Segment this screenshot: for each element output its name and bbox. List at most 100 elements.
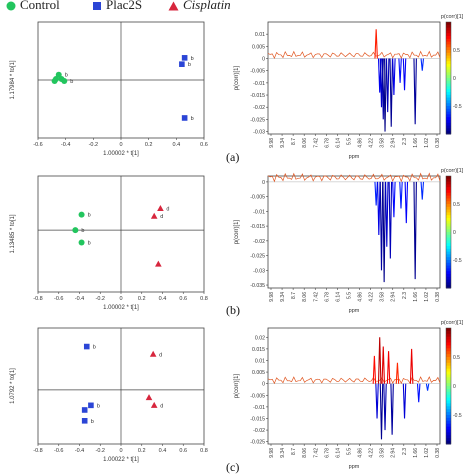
x-tick-label: 4.86	[358, 292, 364, 302]
x-tick-label: 4.22	[369, 448, 375, 458]
colorbar-segment	[446, 251, 451, 255]
y-tick-label: -0.01	[253, 81, 265, 87]
point-cisplatin	[157, 204, 164, 211]
colorbar-segment	[446, 223, 451, 227]
x-tick-label: -0.2	[96, 296, 105, 302]
colorbar-segment	[446, 178, 451, 183]
point-label: d	[160, 214, 163, 220]
colorbar-segment	[446, 44, 451, 48]
y-axis-label: p(corr)[1]	[234, 374, 240, 399]
colorbar-segment	[446, 394, 451, 399]
colorbar-segment	[446, 371, 451, 375]
colorbar-segment	[446, 100, 451, 104]
colorbar-segment	[446, 72, 451, 76]
triangle-marker-icon	[168, 1, 179, 11]
colorbar-segment	[446, 423, 451, 428]
colorbar-segment	[446, 83, 451, 87]
x-tick-label: 4.22	[369, 292, 375, 302]
x-tick-label: 0.2	[138, 296, 146, 302]
x-tick-label: 9.98	[269, 448, 275, 458]
spectrum-peak	[374, 29, 378, 59]
x-tick-label: 6.14	[335, 448, 341, 458]
colorbar-tick-label: -0.5	[453, 258, 462, 264]
colorbar-segment	[446, 131, 451, 135]
x-tick-label: 0.6	[179, 296, 187, 302]
colorbar-title: p(corr)[1]	[441, 320, 464, 326]
colorbar-segment	[446, 265, 451, 269]
colorbar-segment	[446, 38, 451, 43]
colorbar-segment	[446, 330, 451, 335]
x-tick-label: 6.78	[324, 292, 330, 302]
colorbar-segment	[446, 339, 451, 343]
spectrum-peak	[413, 58, 417, 125]
colorbar-segment	[446, 429, 451, 433]
spectrum-peak	[413, 181, 417, 280]
x-tick-label: 7.42	[313, 448, 319, 458]
point-label: b	[70, 79, 73, 85]
colorbar-segment	[446, 114, 451, 118]
y-axis-label: p(corr)[1]	[234, 66, 240, 91]
y-tick-label: -0.01	[253, 209, 265, 215]
colorbar-segment	[446, 248, 451, 253]
x-tick-label: 0.4	[159, 296, 167, 302]
point-label: d	[159, 352, 162, 358]
colorbar-title: p(corr)[1]	[441, 168, 464, 174]
point-label: b	[91, 419, 94, 425]
colorbar-tick-label: 0	[453, 230, 456, 236]
colorbar-segment	[446, 397, 451, 401]
colorbar-tick-label: 0.5	[453, 48, 460, 54]
x-tick-label: 0.4	[159, 448, 167, 454]
colorbar-segment	[446, 111, 451, 115]
spectrum-peak	[402, 58, 407, 91]
colorbar-segment	[446, 117, 451, 121]
colorbar-segment	[446, 75, 451, 79]
colorbar-segment	[446, 362, 451, 367]
x-tick-label: 5.5	[346, 292, 352, 299]
colorbar-segment	[446, 336, 451, 341]
colorbar-segment	[446, 417, 451, 422]
x-tick-label: 9.34	[280, 138, 286, 148]
spectrum-peak	[382, 181, 386, 283]
colorbar-segment	[446, 262, 451, 267]
square-marker-icon	[93, 2, 101, 11]
x-tick-label: -0.4	[75, 448, 84, 454]
colorbar-segment	[446, 58, 451, 62]
y-tick-label: 0	[262, 180, 265, 186]
point-label: b	[191, 116, 194, 122]
colorbar-segment	[446, 204, 451, 208]
colorbar-segment	[446, 220, 451, 225]
panel-label-c: (c)	[226, 460, 240, 474]
x-tick-label: 7.42	[313, 138, 319, 148]
colorbar-segment	[446, 271, 451, 275]
colorbar-segment	[446, 22, 451, 26]
point-cisplatin	[150, 212, 158, 219]
x-axis-label: ppm	[349, 308, 360, 314]
point-control	[78, 211, 85, 218]
colorbar-segment	[446, 80, 451, 85]
spectrum-peak	[389, 58, 393, 127]
x-axis-label: 1.00002 * t[1]	[103, 305, 139, 311]
spectrum-peak	[425, 383, 430, 391]
colorbar-segment	[446, 285, 451, 289]
x-axis-label: 1.00002 * t[1]	[103, 151, 139, 157]
colorbar-segment	[446, 94, 451, 99]
spectrum-peak	[416, 383, 421, 403]
colorbar-segment	[446, 234, 451, 239]
point-control	[51, 78, 58, 85]
y-tick-label: 0.02	[255, 335, 265, 341]
x-tick-label: -0.8	[33, 296, 42, 302]
colorbar-tick-label: 0	[453, 76, 456, 82]
colorbar-segment	[446, 345, 451, 349]
y-tick-label: -0.035	[250, 283, 265, 289]
colorbar-frame	[445, 327, 452, 445]
legend-label-plac2s: Plac2S	[106, 0, 143, 12]
x-tick-label: 5.5	[346, 448, 352, 455]
colorbar-tick-label: 0.5	[453, 202, 460, 208]
x-axis-label: 1.00022 * t[1]	[103, 457, 139, 463]
x-tick-label: 2.94	[391, 138, 397, 148]
colorbar-segment	[446, 383, 451, 387]
spectrum-peak	[395, 362, 400, 384]
spectrum-peak	[402, 383, 407, 419]
y-tick-label: -0.015	[250, 93, 265, 99]
colorbar-segment	[446, 206, 451, 211]
